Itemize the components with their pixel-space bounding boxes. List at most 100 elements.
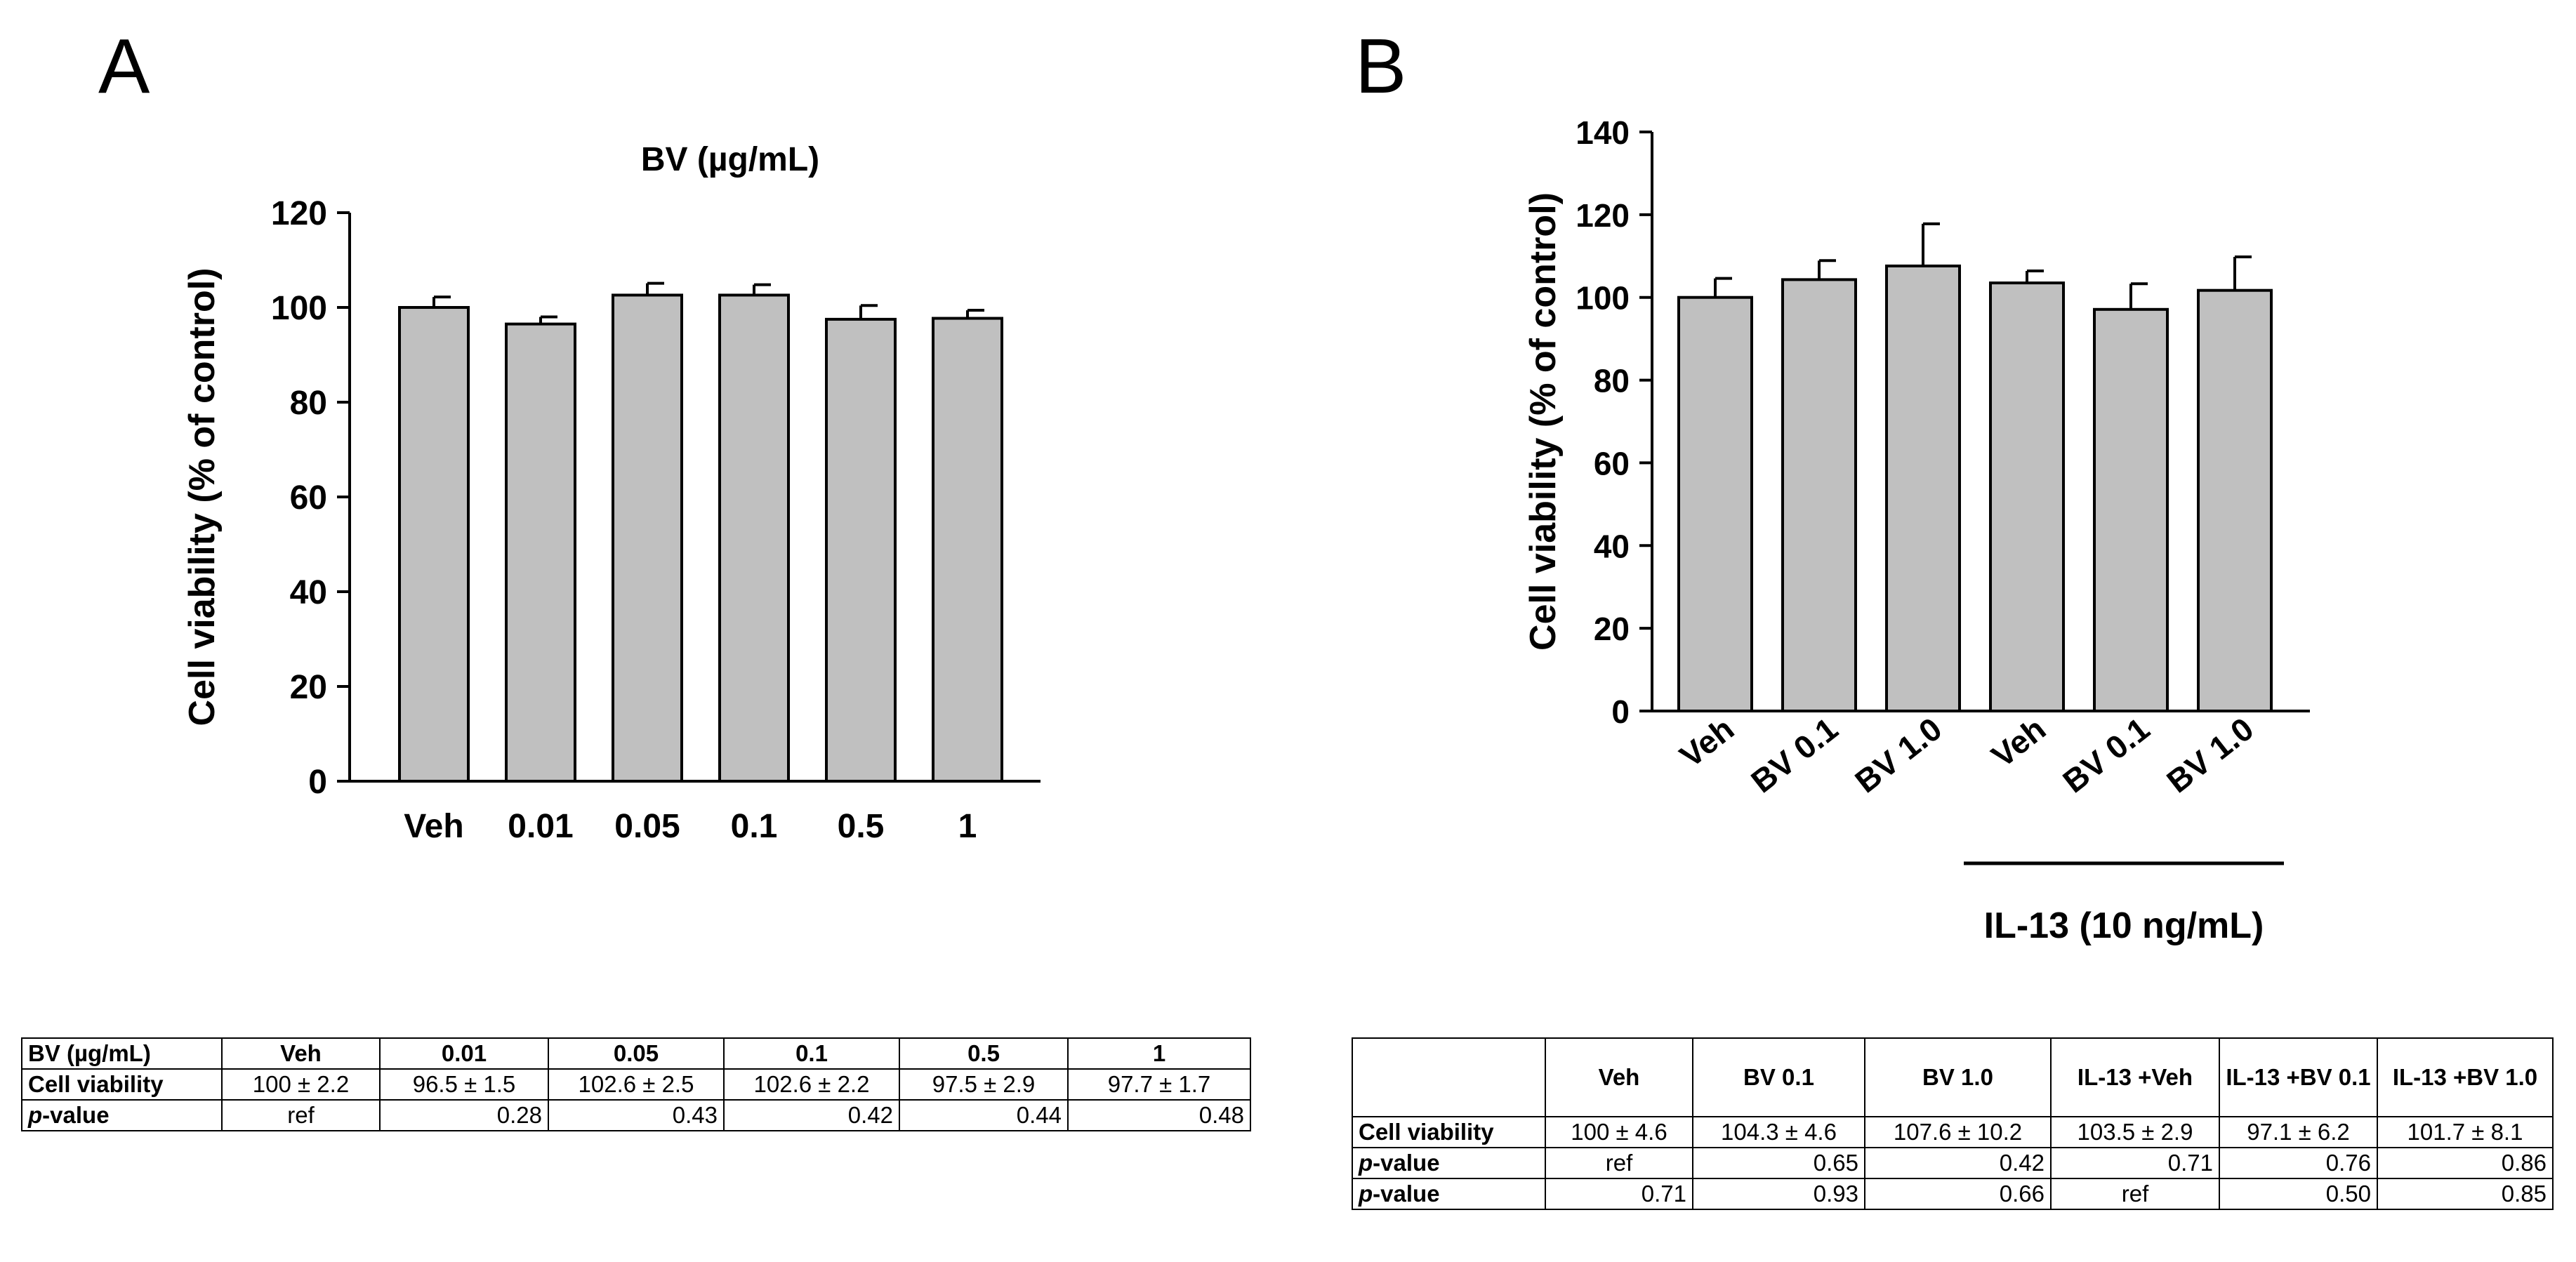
chart-b-group-label: IL-13 (10 ng/mL) <box>1984 905 2264 946</box>
table-b-header-cell: IL-13 +Veh <box>2050 1037 2220 1117</box>
table-b-viability-row: Cell viability 100 ± 4.6 104.3 ± 4.6 107… <box>1352 1116 2554 1148</box>
table-b-row-label: p-value <box>1352 1147 1546 1179</box>
chart-b-x-tick-label: BV 1.0 <box>1848 710 1948 800</box>
chart-a-title: BV (µg/mL) <box>641 141 819 178</box>
chart-b-y-tick-label: 40 <box>1594 528 1630 564</box>
table-a-row-label: p-value <box>21 1099 223 1131</box>
table-b-header-cell: Veh <box>1545 1037 1693 1117</box>
chart-b-bar <box>1781 278 1857 712</box>
table-b-cell: ref <box>1545 1147 1693 1179</box>
table-b-cell: 0.85 <box>2377 1178 2554 1210</box>
table-b-cell: 97.1 ± 6.2 <box>2219 1116 2378 1148</box>
chart-a-y-tick-label: 120 <box>271 195 327 232</box>
table-b-cell: 0.86 <box>2377 1147 2554 1179</box>
table-a-header-cell: 0.1 <box>723 1037 900 1070</box>
table-a-header-cell: 0.5 <box>899 1037 1069 1070</box>
table-b-pvalue-row-2: p-value 0.71 0.93 0.66 ref 0.50 0.85 <box>1352 1178 2554 1210</box>
table-a-cell: 102.6 ± 2.2 <box>723 1068 900 1101</box>
table-a-header-cell: 0.05 <box>548 1037 725 1070</box>
chart-a-bar <box>505 322 576 783</box>
chart-a-y-tick-label: 100 <box>271 290 327 327</box>
table-b-cell: 0.65 <box>1692 1147 1865 1179</box>
chart-b-y-tick-label: 20 <box>1594 611 1630 647</box>
table-b-header-cell: BV 0.1 <box>1692 1037 1865 1117</box>
chart-b-x-tick-label: Veh <box>1673 710 1741 774</box>
chart-a-y-tick-label: 80 <box>290 385 327 422</box>
chart-a-x-tick-label: 0.1 <box>731 808 778 845</box>
chart-b-x-tick-label: BV 1.0 <box>2160 710 2260 800</box>
chart-a-y-tick-label: 20 <box>290 669 327 706</box>
chart-b-bar <box>1677 295 1753 712</box>
table-b-header-cell <box>1352 1037 1546 1117</box>
chart-a-y-tick-label: 40 <box>290 574 327 611</box>
chart-a-y-axis-label: Cell viability (% of control) <box>182 268 223 726</box>
table-a-cell: 0.44 <box>899 1099 1069 1131</box>
table-a-cell: ref <box>221 1099 381 1131</box>
table-b-cell: 104.3 ± 4.6 <box>1692 1116 1865 1148</box>
table-a-cell: 97.7 ± 1.7 <box>1067 1068 1251 1101</box>
chart-b-y-axis-label: Cell viability (% of control) <box>1523 192 1564 651</box>
table-a-cell: 0.42 <box>723 1099 900 1131</box>
table-b-row-label: Cell viability <box>1352 1116 1546 1148</box>
chart-b-y-tick-label: 60 <box>1594 445 1630 481</box>
table-b-header-cell: IL-13 +BV 1.0 <box>2377 1037 2554 1117</box>
table-b-cell: 0.50 <box>2219 1178 2378 1210</box>
table-a-cell: 0.48 <box>1067 1099 1251 1131</box>
chart-b-x-tick-label: BV 0.1 <box>2056 710 2156 800</box>
chart-a-bar <box>398 306 470 783</box>
chart-a-x-tick-label: 0.5 <box>838 808 885 845</box>
table-b-cell: 0.71 <box>2050 1147 2220 1179</box>
chart-a-y-tick-label: 60 <box>290 479 327 517</box>
table-a-cell: 0.28 <box>379 1099 549 1131</box>
table-b: Veh BV 0.1 BV 1.0 IL-13 +Veh IL-13 +BV 0… <box>1352 1037 2554 1210</box>
table-a-cell: 96.5 ± 1.5 <box>379 1068 549 1101</box>
table-b-cell: 107.6 ± 10.2 <box>1864 1116 2052 1148</box>
table-b-cell: 103.5 ± 2.9 <box>2050 1116 2220 1148</box>
chart-a-y-tick-label: 0 <box>308 764 327 801</box>
table-a-header-cell: 0.01 <box>379 1037 549 1070</box>
chart-b-bar <box>2197 288 2273 713</box>
chart-a-bar <box>612 293 683 783</box>
chart-a-bar <box>932 317 1003 783</box>
table-a-cell: 100 ± 2.2 <box>221 1068 381 1101</box>
chart-a-x-tick-label: 0.01 <box>508 808 573 845</box>
table-a-pvalue-row: p-value ref 0.28 0.43 0.42 0.44 0.48 <box>21 1099 1251 1131</box>
table-b-cell: 0.76 <box>2219 1147 2378 1179</box>
table-b-cell: 0.93 <box>1692 1178 1865 1210</box>
table-b-cell: ref <box>2050 1178 2220 1210</box>
table-b-cell: 0.71 <box>1545 1178 1693 1210</box>
table-a: BV (µg/mL) Veh 0.01 0.05 0.1 0.5 1 Cell … <box>21 1037 1251 1131</box>
chart-b-y-tick-label: 100 <box>1576 280 1630 317</box>
panel-a-label: A <box>98 23 150 109</box>
chart-a-bar <box>825 317 897 783</box>
table-b-cell: 100 ± 4.6 <box>1545 1116 1693 1148</box>
chart-b-y-tick-label: 120 <box>1576 197 1630 234</box>
chart-a-x-tick-label: 0.05 <box>614 808 680 845</box>
table-b-cell: 0.66 <box>1864 1178 2052 1210</box>
chart-b-y-tick-label: 0 <box>1611 693 1630 730</box>
table-a-cell: 97.5 ± 2.9 <box>899 1068 1069 1101</box>
chart-b-x-tick-label: Veh <box>1985 710 2052 774</box>
table-a-header-cell: Veh <box>221 1037 381 1070</box>
table-b-row-label: p-value <box>1352 1178 1546 1210</box>
chart-a-x-tick-label: 1 <box>958 808 977 845</box>
table-a-header-cell: 1 <box>1067 1037 1251 1070</box>
table-a-header-cell: BV (µg/mL) <box>21 1037 223 1070</box>
table-a-cell: 102.6 ± 2.5 <box>548 1068 725 1101</box>
chart-b-y-tick-label: 140 <box>1576 114 1630 151</box>
table-b-pvalue-row: p-value ref 0.65 0.42 0.71 0.76 0.86 <box>1352 1147 2554 1179</box>
table-b-cell: 101.7 ± 8.1 <box>2377 1116 2554 1148</box>
table-b-header-row: Veh BV 0.1 BV 1.0 IL-13 +Veh IL-13 +BV 0… <box>1352 1037 2554 1117</box>
chart-b-bar <box>2093 307 2169 712</box>
chart-b-x-tick-label: BV 0.1 <box>1744 710 1844 800</box>
chart-a-bar <box>718 293 790 783</box>
chart-a-x-tick-label: Veh <box>404 808 463 845</box>
table-a-header-row: BV (µg/mL) Veh 0.01 0.05 0.1 0.5 1 <box>21 1037 1251 1070</box>
chart-b-y-tick-label: 80 <box>1594 363 1630 399</box>
table-b-cell: 0.42 <box>1864 1147 2052 1179</box>
table-a-cell: 0.43 <box>548 1099 725 1131</box>
table-b-header-cell: BV 1.0 <box>1864 1037 2052 1117</box>
chart-b-bar <box>1989 281 2065 712</box>
table-a-viability-row: Cell viability 100 ± 2.2 96.5 ± 1.5 102.… <box>21 1068 1251 1101</box>
